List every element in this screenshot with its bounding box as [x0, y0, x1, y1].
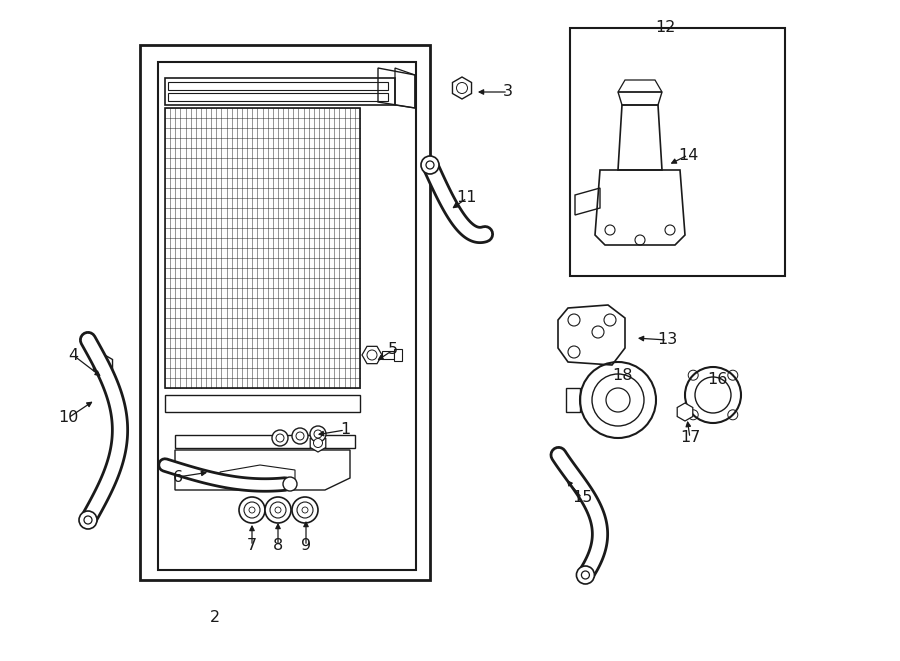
Polygon shape [453, 77, 472, 99]
Circle shape [244, 502, 260, 518]
Text: 13: 13 [657, 332, 677, 348]
Text: 11: 11 [456, 190, 477, 206]
Bar [165, 108, 360, 388]
Circle shape [270, 502, 286, 518]
Text: 9: 9 [301, 539, 311, 553]
Text: 6: 6 [173, 469, 183, 485]
Circle shape [272, 430, 288, 446]
Text: 3: 3 [503, 85, 513, 100]
Text: 15: 15 [572, 490, 592, 506]
Text: 17: 17 [680, 430, 700, 446]
Circle shape [456, 83, 467, 93]
Circle shape [84, 516, 92, 524]
Polygon shape [677, 403, 693, 421]
Circle shape [296, 432, 304, 440]
Circle shape [276, 434, 284, 442]
Circle shape [421, 156, 439, 174]
Text: 18: 18 [612, 368, 632, 383]
Circle shape [426, 161, 434, 169]
Circle shape [581, 571, 590, 579]
Text: 7: 7 [247, 539, 257, 553]
Circle shape [249, 507, 255, 513]
Circle shape [576, 566, 594, 584]
Circle shape [292, 428, 308, 444]
Polygon shape [310, 434, 326, 452]
Text: 10: 10 [58, 410, 78, 426]
Circle shape [265, 497, 291, 523]
Text: 2: 2 [210, 611, 220, 625]
Circle shape [239, 497, 265, 523]
Circle shape [275, 507, 281, 513]
Bar [570, 28, 785, 276]
Text: 1: 1 [340, 422, 350, 438]
Circle shape [292, 497, 318, 523]
Circle shape [313, 438, 322, 447]
Text: 5: 5 [388, 342, 398, 358]
Polygon shape [94, 354, 112, 376]
Circle shape [297, 502, 313, 518]
Text: 16: 16 [706, 373, 727, 387]
Circle shape [79, 511, 97, 529]
Circle shape [98, 360, 108, 370]
Circle shape [314, 430, 322, 438]
Bar [140, 45, 430, 580]
Text: 14: 14 [678, 147, 698, 163]
Circle shape [310, 426, 326, 442]
Text: 4: 4 [68, 348, 78, 362]
Text: 8: 8 [273, 539, 284, 553]
Circle shape [367, 350, 377, 360]
Bar [168, 93, 388, 101]
Bar [168, 82, 388, 90]
Bar [382, 351, 394, 359]
Bar [158, 62, 416, 570]
Circle shape [283, 477, 297, 491]
Polygon shape [362, 346, 382, 364]
Text: 12: 12 [655, 20, 675, 36]
Circle shape [302, 507, 308, 513]
Bar [394, 349, 402, 361]
